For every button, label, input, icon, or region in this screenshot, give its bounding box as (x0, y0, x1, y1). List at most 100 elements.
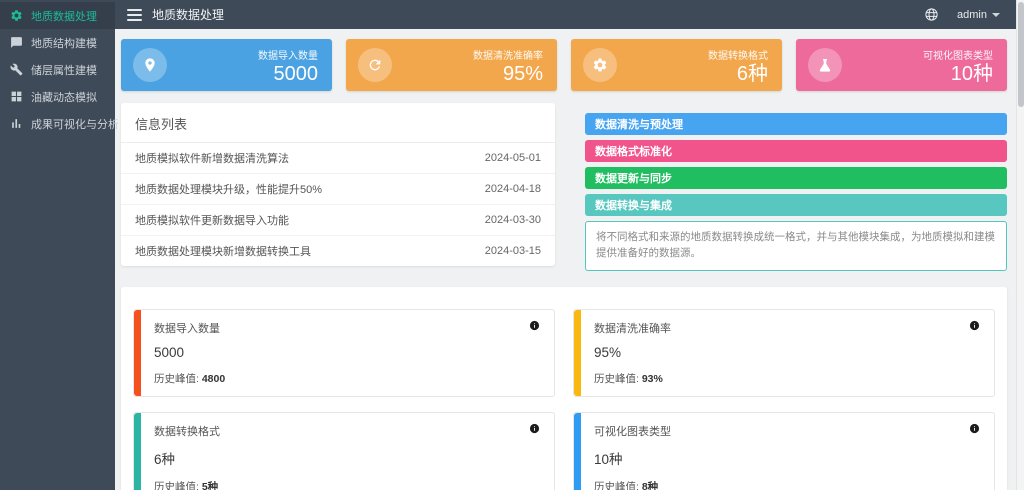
main-area: 地质数据处理 admin 数据导入数量 5000 (115, 0, 1024, 490)
metric-value: 5000 (154, 344, 185, 360)
metric-value: 6种 (154, 451, 176, 467)
banner-data-cleaning[interactable]: 数据清洗与预处理 (585, 113, 1007, 135)
vertical-scrollbar[interactable] (1016, 0, 1024, 490)
info-item-date: 2024-04-18 (484, 183, 541, 195)
info-item-text: 地质模拟软件新增数据清洗算法 (135, 153, 289, 165)
list-item[interactable]: 地质数据处理模块升级，性能提升50% 2024-04-18 (121, 174, 555, 205)
stat-card-text: 数据清洗准确率 95% (473, 47, 543, 84)
metric-color-bar (134, 309, 141, 396)
list-item[interactable]: 地质数据处理模块新增数据转换工具 2024-03-15 (121, 236, 555, 266)
metric-title: 数据导入数量 (154, 322, 220, 335)
sidebar-item-label: 储层属性建模 (31, 64, 97, 77)
metric-title: 可视化图表类型 (594, 425, 671, 438)
stat-card-value: 10种 (950, 62, 993, 85)
stat-card-chart-types: 可视化图表类型 10种 (796, 39, 1007, 91)
stat-card-value: 95% (502, 62, 543, 85)
chevron-down-icon (992, 12, 1000, 17)
metric-color-bar (574, 309, 581, 396)
metric-title: 数据转换格式 (154, 425, 220, 438)
metric-color-bar (574, 412, 581, 490)
stat-card-data-import: 数据导入数量 5000 (121, 39, 332, 91)
stat-card-conversion-formats: 数据转换格式 6种 (571, 39, 782, 91)
stat-card-value: 6种 (736, 62, 768, 85)
metric-card-data-import: 数据导入数量 5000 历史峰值: 4800 (133, 308, 555, 397)
sidebar-item-dynamic-simulation[interactable]: 油藏动态模拟 (0, 83, 115, 110)
info-circle-icon[interactable] (969, 320, 980, 331)
sidebar-item-visualization-analysis[interactable]: 成果可视化与分析 (0, 110, 119, 137)
list-item[interactable]: 地质模拟软件更新数据导入功能 2024-03-30 (121, 205, 555, 236)
metric-peak-value: 93% (641, 372, 663, 385)
middle-row: 信息列表 地质模拟软件新增数据清洗算法 2024-05-01 地质数据处理模块升… (121, 103, 1007, 271)
list-item[interactable]: 地质模拟软件新增数据清洗算法 2024-05-01 (121, 143, 555, 174)
metric-peak: 历史峰值: 4800 (154, 372, 226, 385)
chat-bubble-icon (10, 36, 23, 49)
info-list-panel: 信息列表 地质模拟软件新增数据清洗算法 2024-05-01 地质数据处理模块升… (121, 103, 555, 266)
info-circle-icon[interactable] (529, 423, 540, 434)
banner-label: 数据格式标准化 (595, 146, 672, 158)
page-title: 地质数据处理 (152, 8, 225, 22)
grid-icon (10, 90, 23, 103)
metric-peak: 历史峰值: 5种 (154, 479, 540, 490)
content: 数据导入数量 5000 数据清洗准确率 95% 数据转换格式 6种 (115, 29, 1024, 490)
globe-icon[interactable] (924, 7, 939, 22)
feature-description: 将不同格式和来源的地质数据转换成统一格式，并与其他模块集成，为地质模拟和建模提供… (585, 221, 1007, 271)
banner-format-standardization[interactable]: 数据格式标准化 (585, 140, 1007, 162)
feature-banners: 数据清洗与预处理 数据格式标准化 数据更新与同步 数据转换与集成 将不同格式和来… (585, 113, 1007, 271)
location-pin-icon (133, 48, 167, 82)
sidebar-item-structure-modeling[interactable]: 地质结构建模 (0, 29, 115, 56)
stat-card-value: 5000 (273, 62, 319, 85)
sidebar: 地质数据处理 地质结构建模 储层属性建模 油藏动态模拟 成果可视化与分析 (0, 0, 119, 490)
info-item-date: 2024-03-30 (484, 214, 541, 226)
banner-label: 数据转换与集成 (595, 200, 672, 212)
stat-card-text: 数据转换格式 6种 (708, 47, 768, 84)
metric-title: 数据清洗准确率 (594, 322, 671, 335)
banner-transform-integration[interactable]: 数据转换与集成 (585, 194, 1007, 216)
gear-icon (10, 9, 23, 22)
metric-card-cleaning-accuracy: 数据清洗准确率 95% 历史峰值: 93% (573, 308, 995, 397)
metric-peak-value: 5种 (201, 480, 219, 490)
stat-card-label: 数据转换格式 (708, 50, 768, 62)
metric-peak-value: 4800 (201, 372, 226, 385)
metric-value: 10种 (594, 451, 623, 467)
sidebar-item-geodata-processing[interactable]: 地质数据处理 (0, 2, 115, 29)
user-menu[interactable]: admin (957, 9, 1000, 21)
sidebar-item-label: 油藏动态模拟 (31, 91, 97, 104)
refresh-icon (358, 48, 392, 82)
info-list-title: 信息列表 (121, 103, 555, 143)
banner-update-sync[interactable]: 数据更新与同步 (585, 167, 1007, 189)
info-circle-icon[interactable] (969, 423, 980, 434)
info-circle-icon[interactable] (529, 320, 540, 331)
user-name: admin (957, 8, 987, 21)
banner-label: 数据清洗与预处理 (595, 119, 683, 131)
navbar: 地质数据处理 admin (115, 0, 1024, 29)
flask-icon (808, 48, 842, 82)
navbar-right: admin (924, 7, 1000, 22)
metric-peak: 历史峰值: 8种 (594, 479, 980, 490)
metric-peak-value: 8种 (641, 480, 659, 490)
stat-card-label: 数据导入数量 (258, 50, 318, 62)
metric-peak: 历史峰值: 93% (594, 372, 663, 385)
metric-card-conversion-formats: 数据转换格式 6种 历史峰值: 5种 (133, 411, 555, 490)
info-item-text: 地质模拟软件更新数据导入功能 (135, 215, 289, 227)
metrics-panel: 数据导入数量 5000 历史峰值: 4800 数据清洗准确率 95% 历史峰值:… (121, 286, 1007, 490)
stat-card-cleaning-accuracy: 数据清洗准确率 95% (346, 39, 557, 91)
chart-icon (10, 117, 23, 130)
metric-card-chart-types: 可视化图表类型 10种 历史峰值: 8种 (573, 411, 995, 490)
sidebar-item-label: 地质结构建模 (31, 37, 97, 50)
banner-label: 数据更新与同步 (595, 173, 672, 185)
gear-icon (583, 48, 617, 82)
stat-card-label: 可视化图表类型 (923, 50, 993, 62)
metric-value: 95% (594, 344, 622, 360)
sidebar-item-label: 地质数据处理 (31, 10, 97, 23)
scrollbar-thumb[interactable] (1018, 2, 1024, 107)
sidebar-item-reservoir-attribute[interactable]: 储层属性建模 (0, 56, 115, 83)
stat-card-label: 数据清洗准确率 (473, 50, 543, 62)
wrench-icon (10, 63, 23, 76)
info-item-date: 2024-05-01 (484, 152, 541, 164)
sidebar-item-label: 成果可视化与分析 (31, 118, 119, 131)
info-item-text: 地质数据处理模块升级，性能提升50% (135, 184, 323, 196)
metric-color-bar (134, 412, 141, 490)
stat-cards-row: 数据导入数量 5000 数据清洗准确率 95% 数据转换格式 6种 (121, 39, 1007, 91)
hamburger-menu-icon[interactable] (127, 8, 142, 21)
